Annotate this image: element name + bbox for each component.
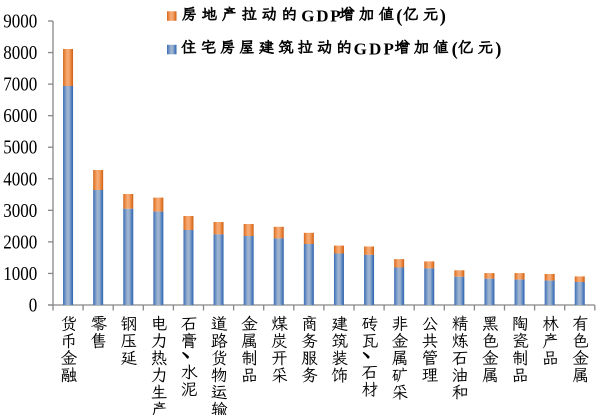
svg-text:GDP: GDP <box>301 6 342 25</box>
svg-text:3000: 3000 <box>3 201 37 223</box>
svg-text:): ) <box>495 40 503 60</box>
svg-text:GDP: GDP <box>354 40 396 59</box>
svg-text:8000: 8000 <box>3 43 37 65</box>
svg-text:9000: 9000 <box>3 11 37 33</box>
svg-text:5000: 5000 <box>3 138 37 160</box>
svg-text:(: ( <box>396 7 404 27</box>
svg-text:4000: 4000 <box>3 169 37 191</box>
svg-text:2000: 2000 <box>3 232 37 254</box>
svg-text:1000: 1000 <box>3 264 37 286</box>
svg-text:7000: 7000 <box>3 74 37 96</box>
svg-text:6000: 6000 <box>3 106 37 128</box>
svg-text:0: 0 <box>29 295 37 317</box>
svg-text:): ) <box>440 7 448 27</box>
svg-text:(: ( <box>452 40 460 60</box>
